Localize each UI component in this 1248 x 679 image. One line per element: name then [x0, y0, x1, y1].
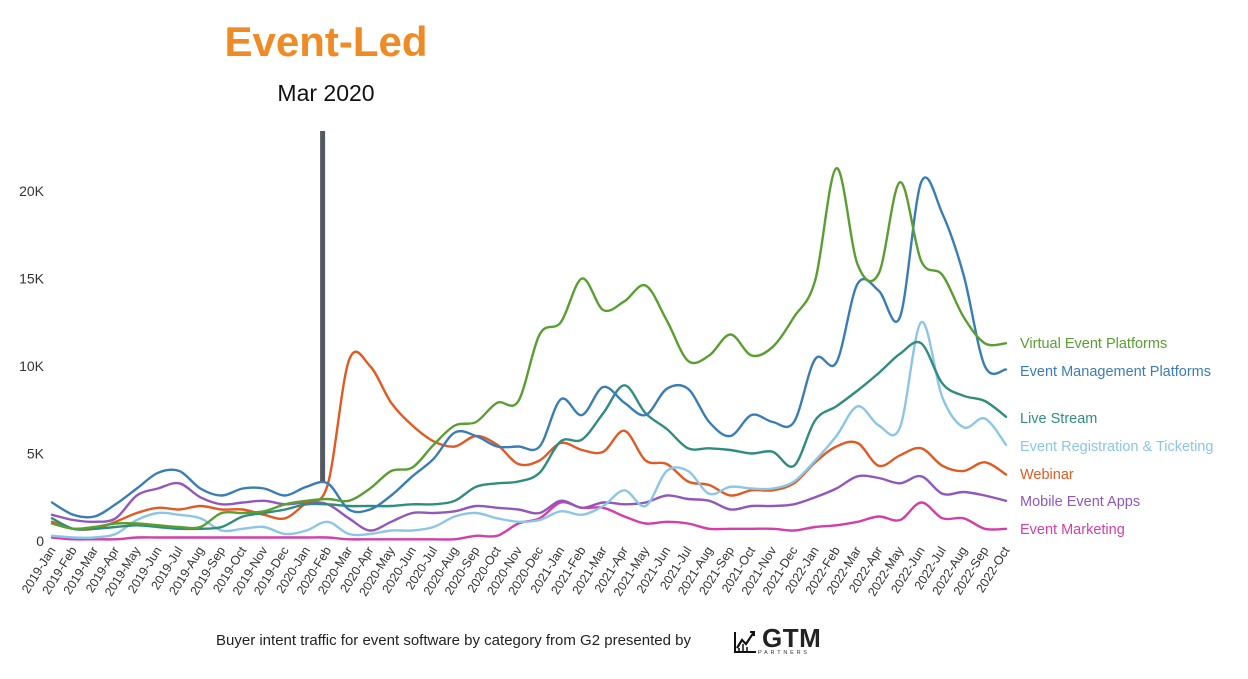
series-line-event-management-platforms	[50, 176, 1008, 519]
chart-caption: Buyer intent traffic for event software …	[216, 632, 691, 649]
legend-label-event-management-platforms: Event Management Platforms	[1020, 364, 1211, 380]
gtm-partners-logo: GTM PARTNERS	[732, 624, 821, 658]
chart-trend-icon	[734, 631, 756, 653]
legend-label-event-registration-ticketing: Event Registration & Ticketing	[1020, 439, 1213, 455]
logo-wordmark: GTM	[762, 623, 822, 653]
series-line-virtual-event-platforms	[50, 166, 1008, 531]
logo-subtext: PARTNERS	[758, 650, 810, 656]
y-tick-label: 15K	[19, 271, 45, 287]
series-line-event-registration-ticketing	[50, 321, 1008, 540]
y-tick-label: 20K	[19, 183, 45, 199]
annotation-label: Mar 2020	[277, 80, 375, 106]
y-tick-label: 0	[36, 533, 44, 549]
chart-title: Event-Led	[224, 18, 428, 65]
y-tick-label: 5K	[27, 446, 45, 462]
series-line-live-stream	[50, 340, 1008, 531]
legend-label-event-marketing: Event Marketing	[1020, 522, 1125, 538]
legend-label-mobile-event-apps: Mobile Event Apps	[1020, 494, 1140, 510]
legend-label-webinar: Webinar	[1020, 467, 1074, 483]
series-line-webinar	[50, 350, 1008, 531]
y-tick-label: 10K	[19, 358, 45, 374]
legend-label-virtual-event-platforms: Virtual Event Platforms	[1020, 336, 1167, 352]
series-line-mobile-event-apps	[50, 474, 1008, 532]
legend-label-live-stream: Live Stream	[1020, 411, 1097, 427]
